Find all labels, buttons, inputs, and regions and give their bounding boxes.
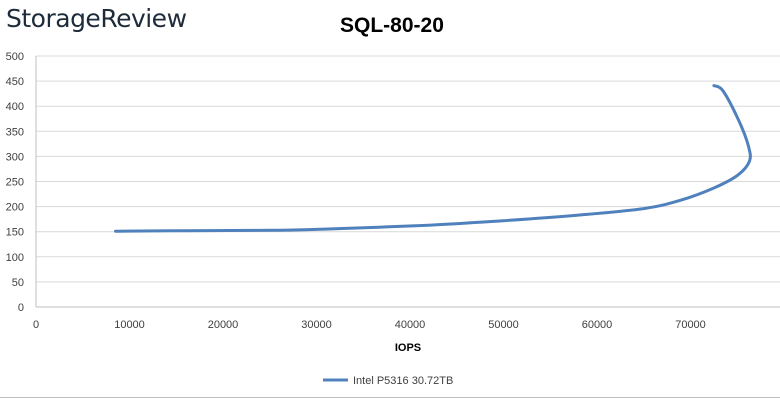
y-tick-labels: 0 50 100 150 200 250 300 350 400 450 500 [6, 51, 24, 314]
series-line [114, 84, 752, 233]
legend-label: Intel P5316 30.72TB [353, 375, 453, 387]
y-tick-label: 50 [12, 277, 24, 289]
x-tick-labels: 01000020000300004000050000600007000080 [33, 319, 706, 331]
y-tick-label: 200 [6, 202, 24, 214]
y-tick-label: 250 [6, 177, 24, 189]
series-layer [114, 84, 752, 233]
chart-title: SQL-80-20 [340, 14, 444, 37]
axes [35, 56, 780, 308]
y-tick-label: 150 [6, 227, 24, 239]
x-tick-label: 30000 [301, 319, 332, 331]
x-tick-label: 0 [33, 319, 39, 331]
y-tick-label: 450 [6, 76, 24, 88]
y-tick-label: 300 [6, 151, 24, 163]
x-tick-label: 50000 [488, 319, 519, 331]
x-tick-label: 70000 [675, 319, 706, 331]
x-tick-label: 10000 [114, 319, 145, 331]
y-tick-label: 0 [18, 302, 24, 314]
x-tick-label: 20000 [208, 319, 239, 331]
x-tick-label: 60000 [582, 319, 613, 331]
x-axis-title: IOPS [395, 342, 421, 354]
y-tick-label: 400 [6, 101, 24, 113]
storagereview-logo: StorageReview [6, 4, 187, 33]
bottom-divider [0, 397, 780, 398]
gridlines [36, 55, 780, 283]
y-tick-label: 350 [6, 126, 24, 138]
y-tick-label: 100 [6, 252, 24, 264]
x-tick-label: 40000 [395, 319, 426, 331]
legend: Intel P5316 30.72TB [323, 375, 453, 387]
y-tick-label: 500 [6, 51, 24, 63]
